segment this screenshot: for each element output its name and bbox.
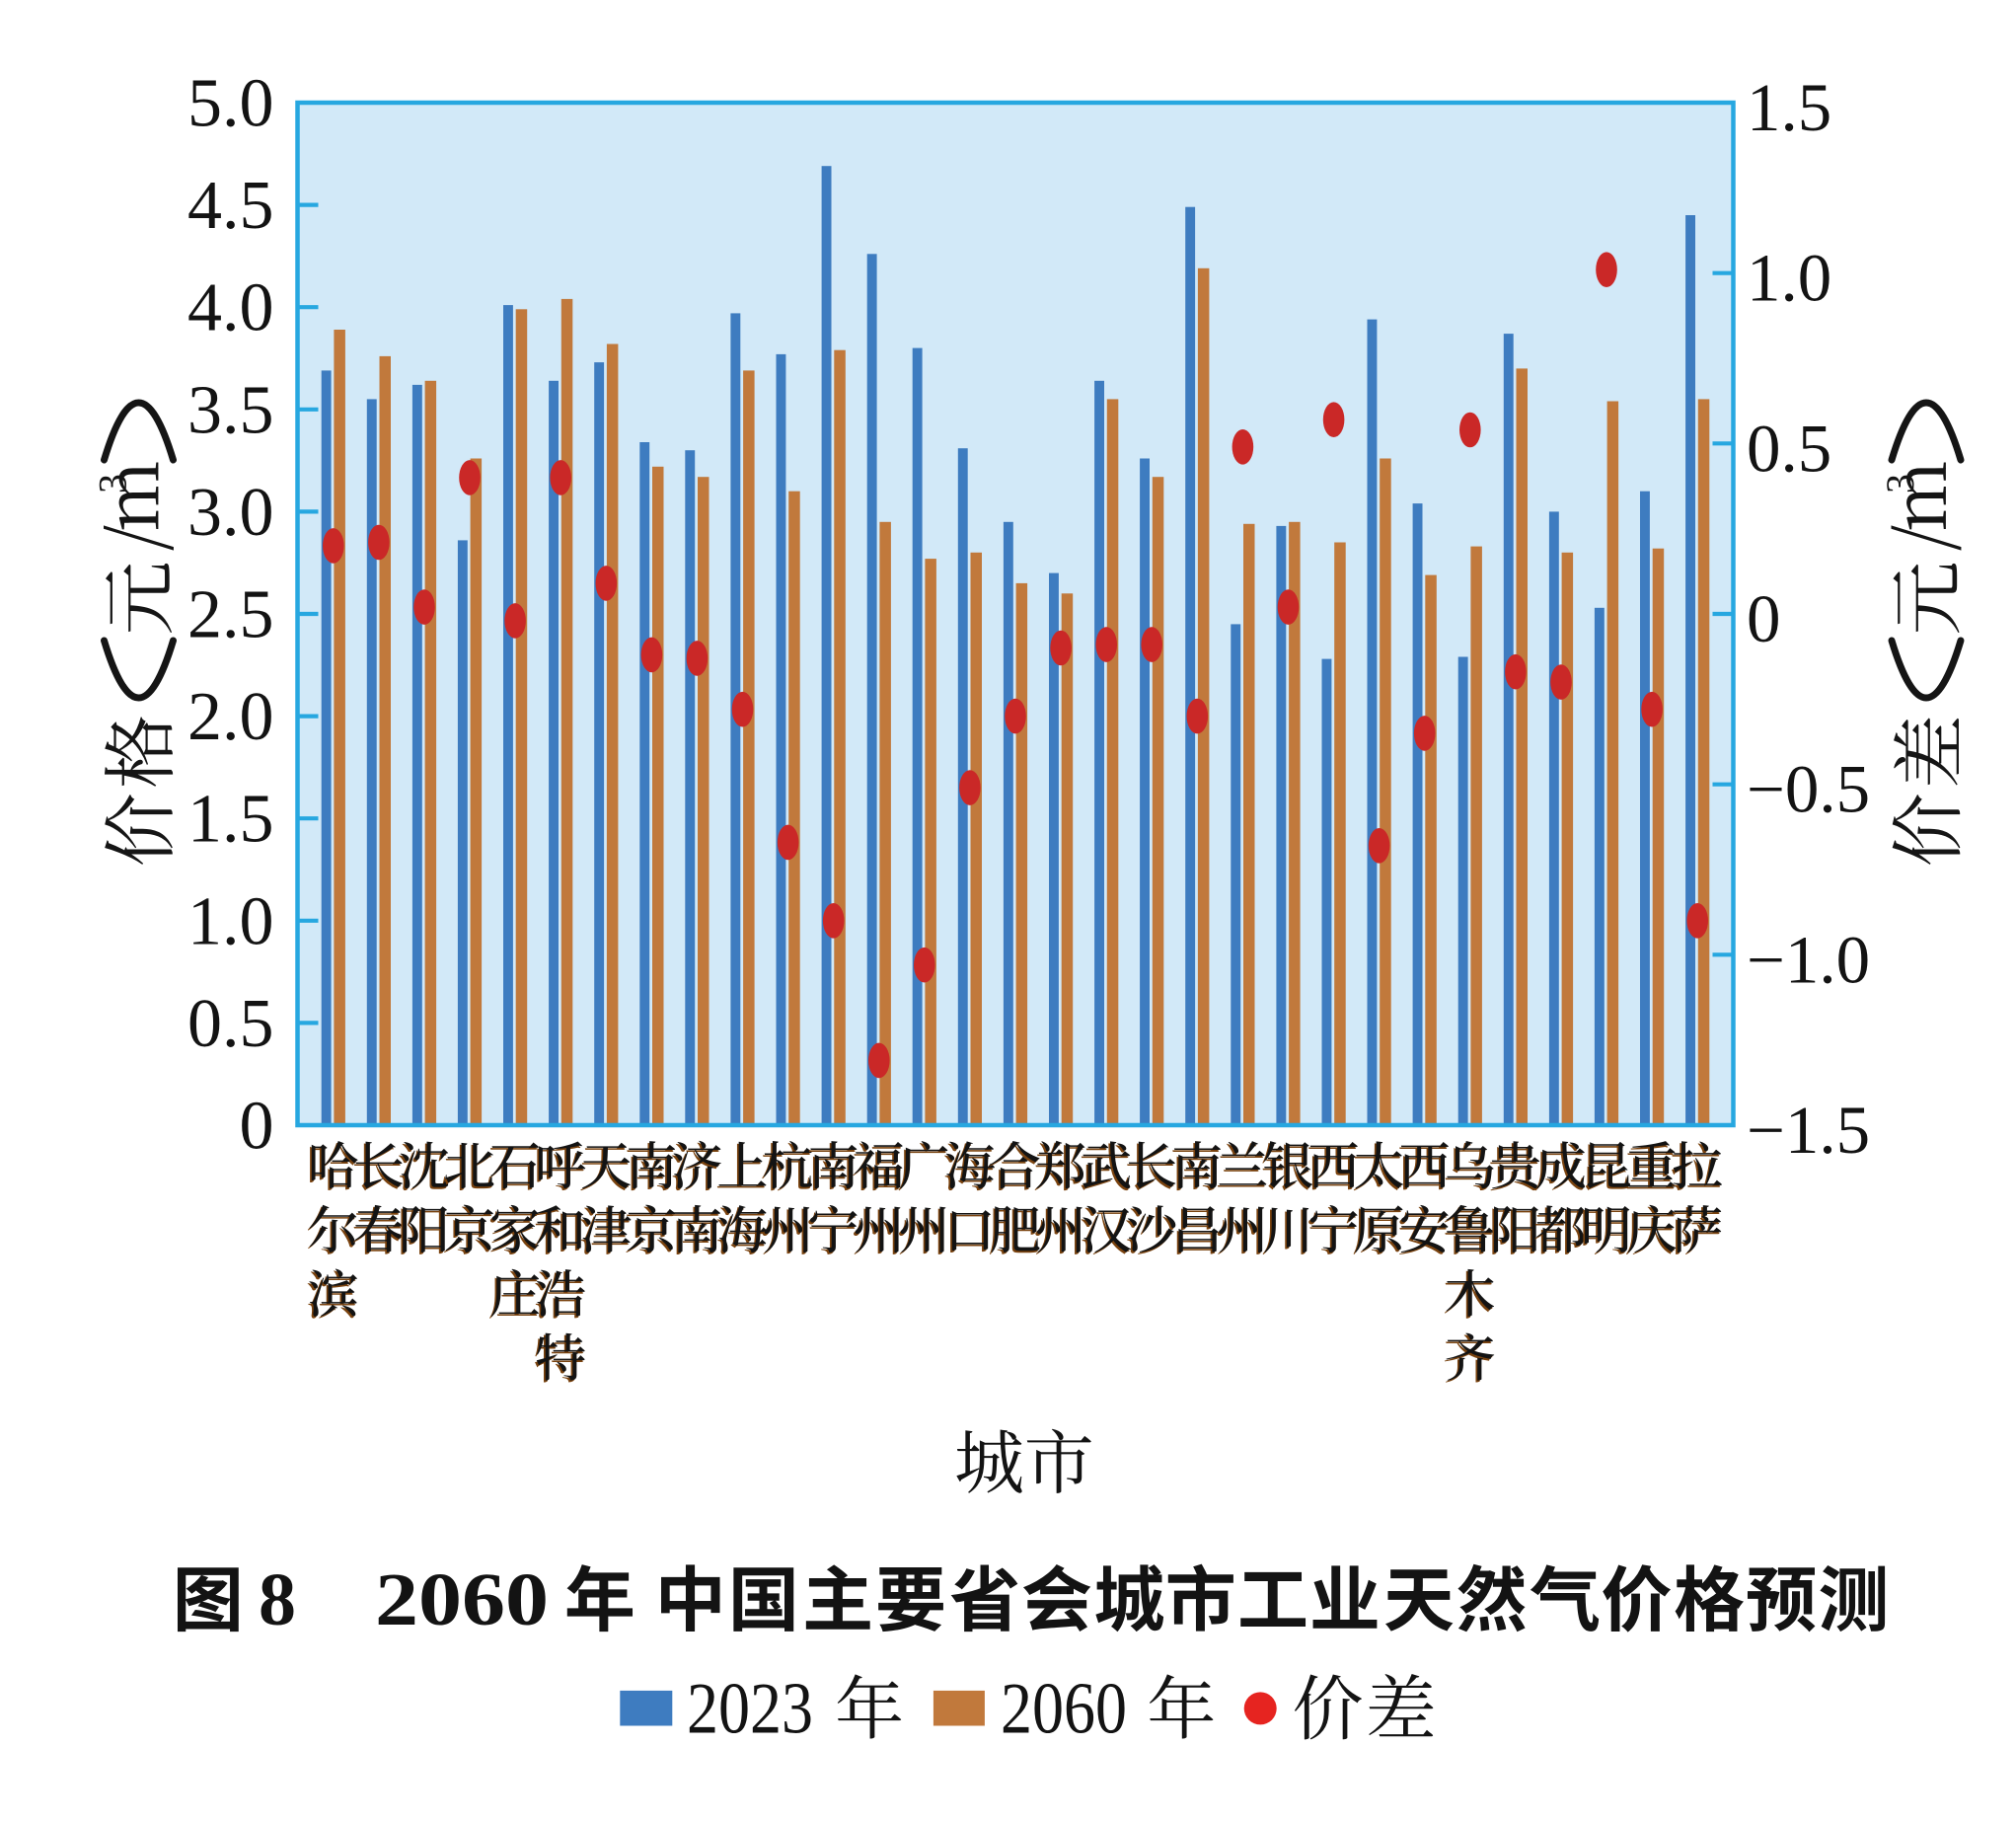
svg-text:0.5: 0.5 xyxy=(1747,411,1831,486)
svg-text:2.5: 2.5 xyxy=(187,577,274,653)
svg-text:1.0: 1.0 xyxy=(1747,241,1831,316)
svg-text:8: 8 xyxy=(259,1558,296,1641)
svg-text:1.0: 1.0 xyxy=(187,883,274,959)
svg-text:3.0: 3.0 xyxy=(187,475,274,551)
svg-text:0: 0 xyxy=(240,1089,274,1165)
svg-text:3.5: 3.5 xyxy=(187,372,274,448)
svg-text:2.0: 2.0 xyxy=(187,679,274,755)
svg-text:2023: 2023 xyxy=(687,1668,813,1749)
svg-text:5.0: 5.0 xyxy=(187,66,274,142)
svg-text:−1.5: −1.5 xyxy=(1747,1093,1870,1168)
svg-text:4.5: 4.5 xyxy=(187,168,274,244)
svg-text:−0.5: −0.5 xyxy=(1747,752,1870,827)
svg-text:2060: 2060 xyxy=(1001,1668,1127,1749)
svg-text:1.5: 1.5 xyxy=(187,782,274,858)
svg-text:0: 0 xyxy=(1747,581,1781,656)
svg-text:0.5: 0.5 xyxy=(187,986,274,1062)
svg-text:1.5: 1.5 xyxy=(1747,70,1831,145)
svg-text:2060: 2060 xyxy=(375,1558,549,1641)
svg-text:−1.0: −1.0 xyxy=(1747,922,1870,997)
svg-text:3: 3 xyxy=(1878,474,1922,493)
svg-text:3: 3 xyxy=(91,474,135,493)
svg-text:4.0: 4.0 xyxy=(187,270,274,346)
